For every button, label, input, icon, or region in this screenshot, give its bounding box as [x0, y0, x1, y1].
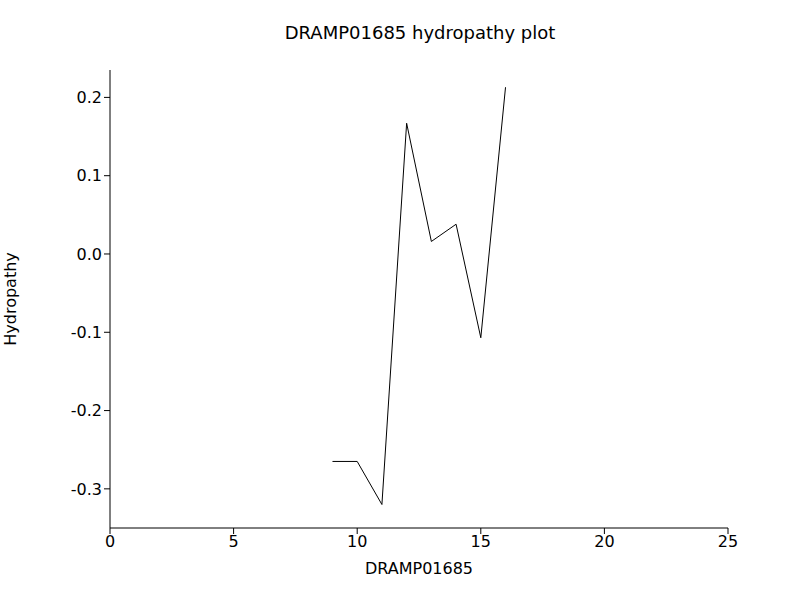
svg-text:20: 20 — [594, 532, 614, 551]
svg-text:0.1: 0.1 — [77, 166, 102, 185]
svg-text:0.2: 0.2 — [77, 88, 102, 107]
svg-text:DRAMP01685: DRAMP01685 — [365, 559, 473, 578]
svg-text:15: 15 — [471, 532, 491, 551]
svg-text:Hydropathy: Hydropathy — [8, 252, 20, 346]
svg-text:5: 5 — [229, 532, 239, 551]
svg-text:0: 0 — [105, 532, 115, 551]
html-text:DRAMP01685 hydropathy plot: DRAMP01685 hydropathy plot — [284, 22, 556, 43]
svg-text:10: 10 — [347, 532, 367, 551]
svg-text:-0.1: -0.1 — [71, 323, 102, 342]
svg-text:25: 25 — [718, 532, 738, 551]
svg-text:-0.2: -0.2 — [71, 401, 102, 420]
svg-text:0.0: 0.0 — [77, 245, 102, 264]
svg-text:-0.3: -0.3 — [71, 480, 102, 499]
